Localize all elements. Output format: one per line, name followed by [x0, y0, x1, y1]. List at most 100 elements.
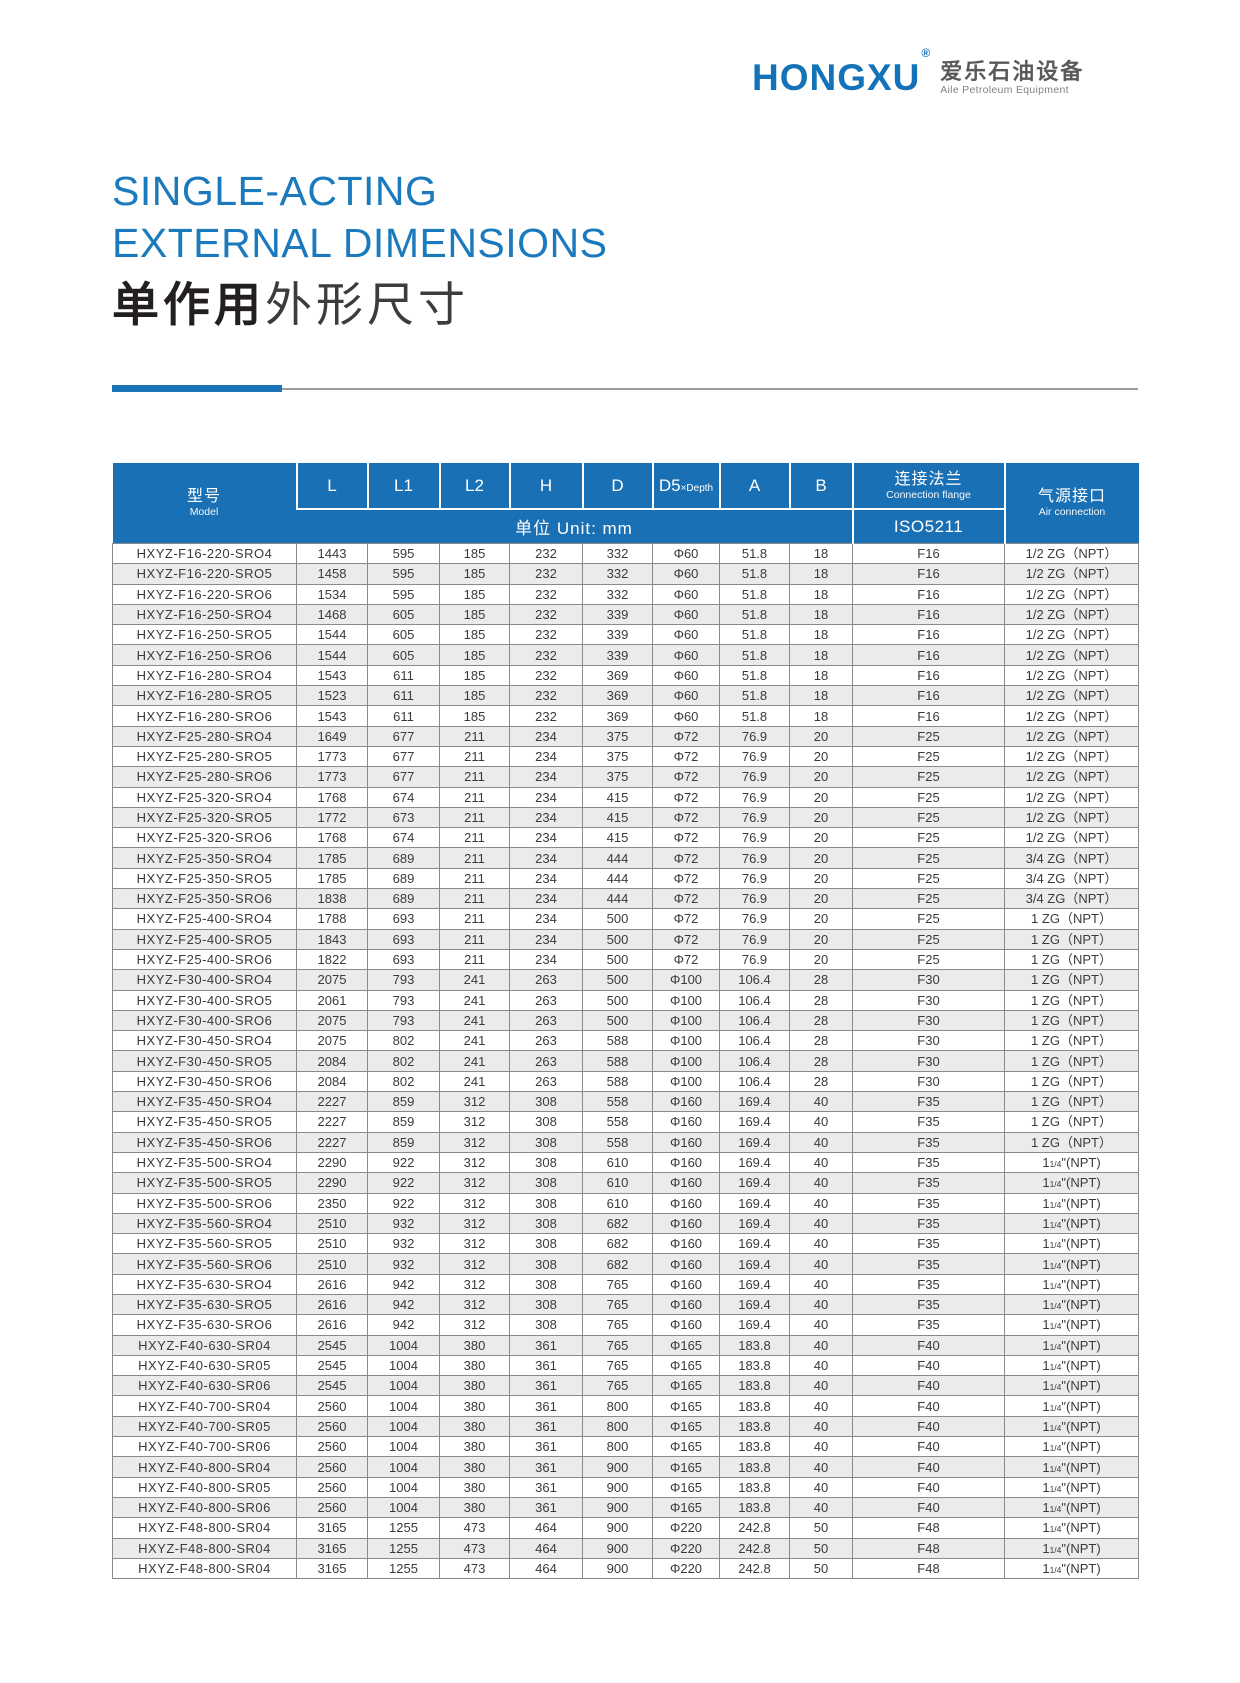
cell-flange: F35: [852, 1212, 1005, 1235]
cell-model: HXYZ-F35-630-SRO6: [112, 1314, 297, 1336]
cell-h: 232: [509, 685, 583, 707]
cell-l2: 211: [439, 888, 510, 910]
cell-h: 263: [509, 1009, 583, 1032]
table-row: HXYZ-F35-500-SRO4 2290 922 312 308 610 Φ160 169…: [112, 1151, 1139, 1174]
cell-model: HXYZ-F25-320-SRO5: [112, 806, 297, 829]
cell-model: HXYZ-F40-700-SR04: [112, 1395, 297, 1417]
cell-flange: F25: [852, 948, 1005, 971]
cell-air: 11/4"(NPT): [1004, 1456, 1139, 1478]
table-row: HXYZ-F40-700-SR04 2560 1004 380 361 800 Φ165 18…: [112, 1395, 1139, 1417]
cell-flange: F40: [852, 1354, 1005, 1377]
cell-h: 308: [509, 1293, 583, 1316]
cell-b: 28: [789, 1070, 853, 1093]
cell-air: 1/2 ZG（NPT）: [1004, 644, 1139, 666]
cell-d: 588: [582, 1050, 653, 1072]
cell-d5-depth: Φ60: [652, 705, 720, 727]
page-title-zh-bold: 单作用: [112, 278, 265, 331]
table-row: HXYZ-F25-280-SRO5 1773 677 211 234 375 Φ72 76.9…: [112, 745, 1139, 768]
cell-b: 18: [789, 685, 853, 707]
cell-l: 2510: [296, 1233, 368, 1255]
cell-d: 682: [582, 1253, 653, 1275]
cell-model: HXYZ-F35-500-SRO4: [112, 1151, 297, 1174]
table-row: HXYZ-F25-320-SRO4 1768 674 211 234 415 Φ72 76.9…: [112, 786, 1139, 808]
cell-d: 765: [582, 1375, 653, 1397]
cell-air: 3/4 ZG（NPT）: [1004, 867, 1139, 890]
table-row: HXYZ-F40-800-SR06 2560 1004 380 361 900 Φ165 18…: [112, 1496, 1139, 1519]
column-header-flange: 连接法兰 Connection flange: [851, 463, 1005, 509]
cell-l2: 380: [439, 1476, 510, 1498]
cell-flange: F16: [852, 583, 1005, 605]
table-row: HXYZ-F16-250-SRO6 1544 605 185 232 339 Φ60 51.8…: [112, 644, 1139, 666]
table-row: HXYZ-F35-630-SRO5 2616 942 312 308 765 Φ160 169…: [112, 1293, 1139, 1316]
cell-b: 50: [789, 1517, 853, 1539]
cell-d: 558: [582, 1111, 653, 1133]
cell-h: 464: [509, 1537, 583, 1559]
cell-b: 40: [789, 1415, 853, 1438]
cell-model: HXYZ-F16-250-SRO6: [112, 644, 297, 666]
table-row: HXYZ-F25-400-SRO6 1822 693 211 234 500 Φ72 76.9…: [112, 948, 1139, 971]
cell-a: 169.4: [719, 1172, 790, 1194]
cell-l: 2075: [296, 1009, 368, 1032]
cell-a: 242.8: [719, 1557, 790, 1580]
cell-air: 11/4"(NPT): [1004, 1375, 1139, 1397]
cell-l1: 1004: [367, 1436, 440, 1458]
cell-flange: F40: [852, 1375, 1005, 1397]
cell-l2: 241: [439, 1050, 510, 1072]
cell-flange: F40: [852, 1415, 1005, 1438]
cell-l2: 185: [439, 563, 510, 585]
header-row-1: 型号 Model L L1 L2 H D D5×Depth A B 连接法兰 C…: [112, 463, 1139, 544]
column-header-model-en: Model: [189, 506, 219, 518]
cell-model: HXYZ-F48-800-SR04: [112, 1537, 297, 1559]
cell-a: 106.4: [719, 969, 790, 991]
cell-l2: 185: [439, 624, 510, 646]
cell-h: 308: [509, 1111, 583, 1133]
cell-air: 11/4"(NPT): [1004, 1212, 1139, 1235]
cell-h: 232: [509, 563, 583, 585]
cell-h: 464: [509, 1517, 583, 1539]
title-divider: [112, 385, 1138, 393]
cell-l1: 1255: [367, 1557, 440, 1580]
cell-b: 40: [789, 1212, 853, 1235]
cell-d5-depth: Φ72: [652, 786, 720, 808]
cell-model: HXYZ-F25-280-SRO4: [112, 725, 297, 747]
cell-l: 2084: [296, 1050, 368, 1072]
column-header-h: H: [508, 463, 583, 509]
table-row: HXYZ-F30-400-SRO5 2061 793 241 263 500 Φ100 106…: [112, 989, 1139, 1011]
cell-d: 332: [582, 583, 653, 605]
cell-a: 51.8: [719, 624, 790, 646]
cell-air: 11/4"(NPT): [1004, 1354, 1139, 1377]
cell-a: 169.4: [719, 1233, 790, 1255]
fraction-quarter: 1/4: [1049, 1280, 1062, 1291]
cell-l: 2560: [296, 1395, 368, 1417]
column-header-l1: L1: [366, 463, 440, 509]
cell-a: 51.8: [719, 583, 790, 605]
cell-l1: 1004: [367, 1415, 440, 1438]
cell-air: 11/4"(NPT): [1004, 1293, 1139, 1316]
cell-l: 1543: [296, 705, 368, 727]
cell-a: 76.9: [719, 888, 790, 910]
cell-l1: 802: [367, 1030, 440, 1052]
cell-b: 18: [789, 664, 853, 687]
cell-h: 234: [509, 888, 583, 910]
cell-l1: 859: [367, 1091, 440, 1113]
cell-a: 169.4: [719, 1314, 790, 1336]
cell-l2: 312: [439, 1233, 510, 1255]
cell-l1: 1004: [367, 1375, 440, 1397]
cell-model: HXYZ-F25-280-SRO6: [112, 766, 297, 788]
cell-l2: 473: [439, 1517, 510, 1539]
cell-d5-depth: Φ160: [652, 1233, 720, 1255]
cell-air: 1/2 ZG（NPT）: [1004, 664, 1139, 687]
cell-l1: 689: [367, 888, 440, 910]
cell-a: 169.4: [719, 1293, 790, 1316]
cell-d: 444: [582, 888, 653, 910]
cell-h: 361: [509, 1496, 583, 1519]
title-divider-accent: [112, 385, 282, 392]
cell-l1: 942: [367, 1293, 440, 1316]
cell-l: 2560: [296, 1476, 368, 1498]
fraction-quarter: 1/4: [1049, 1159, 1062, 1170]
table-row: HXYZ-F25-350-SRO6 1838 689 211 234 444 Φ72 76.9…: [112, 888, 1139, 910]
cell-l1: 942: [367, 1273, 440, 1295]
cell-d5-depth: Φ72: [652, 827, 720, 849]
table-row: HXYZ-F40-630-SR06 2545 1004 380 361 765 Φ165 18…: [112, 1375, 1139, 1397]
cell-b: 18: [789, 644, 853, 666]
